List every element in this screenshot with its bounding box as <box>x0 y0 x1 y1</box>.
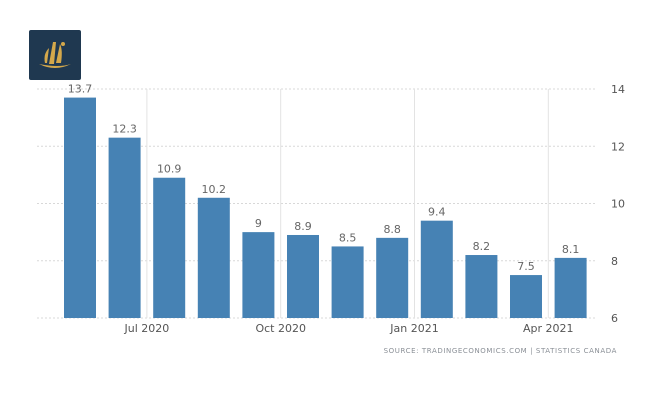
bar-value-label: 8.8 <box>383 223 401 236</box>
bar-value-label: 8.1 <box>562 243 580 256</box>
bar <box>510 275 542 318</box>
bar-value-label: 8.2 <box>473 240 491 253</box>
bar-value-label: 8.9 <box>294 220 312 233</box>
x-tick-label: Oct 2020 <box>255 322 306 335</box>
y-tick-label: 14 <box>611 83 625 96</box>
bar <box>287 234 319 318</box>
bar <box>331 246 364 318</box>
label-layer: 6 8 10 12 14 Jul 2020 Oct 2020 Jan 2021 Apr 2021… <box>68 83 625 335</box>
bar <box>197 197 230 318</box>
bar-value-label: 12.3 <box>112 123 137 136</box>
bar-value-label: 8.5 <box>339 231 357 244</box>
bar-value-label: 10.2 <box>202 183 227 196</box>
bar <box>420 220 453 318</box>
bar-value-label: 13.7 <box>68 83 93 96</box>
y-tick-label: 12 <box>611 140 625 153</box>
y-tick-label: 6 <box>611 312 618 325</box>
source-note: SOURCE: TRADINGECONOMICS.COM | STATISTIC… <box>383 347 617 355</box>
y-tick-label: 8 <box>611 255 618 268</box>
bar <box>554 257 587 318</box>
bar-layer <box>64 97 587 319</box>
x-tick-label: Jan 2021 <box>389 322 438 335</box>
bar-value-label: 7.5 <box>517 260 535 273</box>
bar <box>376 237 409 318</box>
feather-boat-logo-icon <box>39 42 71 68</box>
y-tick-label: 10 <box>611 198 625 211</box>
x-tick-label: Apr 2021 <box>523 322 574 335</box>
bar <box>153 177 186 318</box>
bar-value-label: 9 <box>255 217 262 230</box>
bar <box>64 97 96 319</box>
brand-logo <box>29 30 81 80</box>
bar-value-label: 9.4 <box>428 206 446 219</box>
bar-value-label: 10.9 <box>157 163 182 176</box>
bar <box>108 137 141 318</box>
bar <box>465 255 498 318</box>
x-tick-label: Jul 2020 <box>124 322 170 335</box>
bar <box>242 232 275 318</box>
